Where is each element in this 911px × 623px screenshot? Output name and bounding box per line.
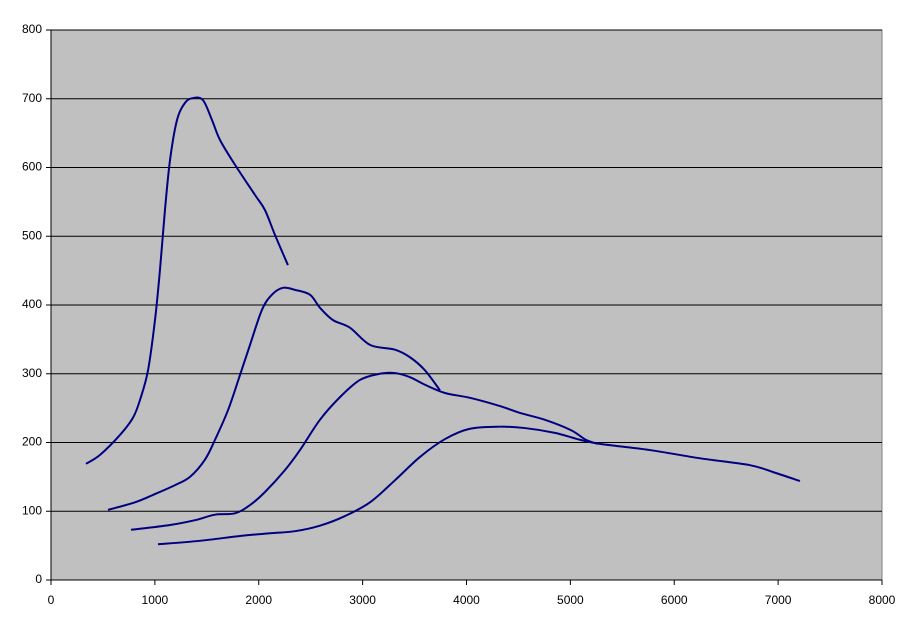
series-line	[85, 96, 289, 465]
y-tick-label: 400	[22, 297, 42, 311]
y-tick-label: 500	[22, 228, 42, 242]
y-tick-label: 200	[22, 435, 42, 449]
x-tick-label: 4000	[453, 593, 480, 607]
x-tick-label: 2000	[245, 593, 272, 607]
x-tick-label: 5000	[557, 593, 584, 607]
series-line	[157, 425, 801, 546]
x-tick-label: 6000	[661, 593, 688, 607]
y-tick-label: 600	[22, 160, 42, 174]
y-tick-label: 100	[22, 503, 42, 517]
x-tick-label: 3000	[349, 593, 376, 607]
x-tick-label: 8000	[869, 593, 896, 607]
y-tick-label: 800	[22, 22, 42, 36]
x-tick-label: 1000	[142, 593, 169, 607]
y-tick-label: 0	[35, 572, 42, 586]
y-tick-label: 700	[22, 91, 42, 105]
y-tick-label: 300	[22, 366, 42, 380]
series-line	[107, 286, 441, 511]
x-tick-label: 7000	[765, 593, 792, 607]
series-line	[130, 371, 599, 531]
x-tick-label: 0	[48, 593, 55, 607]
